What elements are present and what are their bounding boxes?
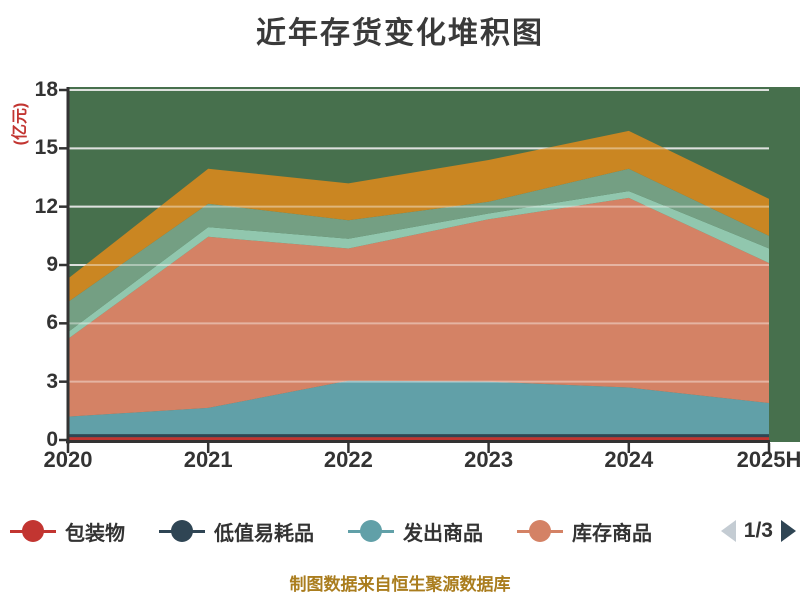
area-包装物 xyxy=(68,437,769,440)
x-tick-label-2020: 2020 xyxy=(43,447,93,472)
legend-line-dot-icon xyxy=(159,520,205,542)
area-低值易耗品 xyxy=(68,434,769,438)
legend-page-indicator: 1/3 xyxy=(743,519,773,542)
legend-item-包装物[interactable]: 包装物 xyxy=(10,517,125,546)
legend-line-dot-icon xyxy=(517,520,563,542)
legend-item-库存商品[interactable]: 库存商品 xyxy=(517,517,652,546)
legend-item-label: 包装物 xyxy=(65,522,125,545)
x-tick-label-2021: 2021 xyxy=(183,447,233,472)
y-tick-label-18: 18 xyxy=(34,78,58,101)
y-tick-label-0: 0 xyxy=(46,428,58,451)
legend-line-dot-icon xyxy=(348,520,394,542)
y-tick-label-3: 3 xyxy=(46,369,58,393)
legend-item-发出商品[interactable]: 发出商品 xyxy=(348,517,483,546)
y-tick-label-6: 6 xyxy=(46,311,58,335)
legend-item-label: 发出商品 xyxy=(403,522,483,545)
x-tick-label-2024: 2024 xyxy=(604,447,654,472)
y-tick-label-9: 9 xyxy=(46,253,58,276)
legend-next-page-arrow-icon[interactable] xyxy=(781,520,796,542)
x-tick-label-2025H: 2025H xyxy=(736,447,800,472)
y-tick-label-15: 15 xyxy=(34,136,58,160)
legend-item-label: 低值易耗品 xyxy=(214,522,314,545)
area-库存商品 xyxy=(68,197,769,417)
area-series-7 xyxy=(68,130,769,302)
area-发出商品 xyxy=(68,380,769,435)
legend-item-低值易耗品[interactable]: 低值易耗品 xyxy=(159,517,314,546)
legend-item-label: 库存商品 xyxy=(572,522,652,545)
data-source-note: 制图数据来自恒生聚源数据库 xyxy=(289,575,511,594)
chart-title: 近年存货变化堆积图 xyxy=(256,17,544,50)
legend: 包装物 低值易耗品 发出商品 库存商品 1/3 xyxy=(10,514,796,548)
area-series-6 xyxy=(68,168,769,333)
legend-prev-page-arrow-icon[interactable] xyxy=(720,520,736,542)
x-tick-label-2023: 2023 xyxy=(464,447,514,472)
legend-line-dot-icon xyxy=(10,520,56,542)
y-tick-label-12: 12 xyxy=(34,194,58,218)
x-tick-label-2022: 2022 xyxy=(323,447,373,472)
legend-pager: 1/3 xyxy=(720,519,796,543)
